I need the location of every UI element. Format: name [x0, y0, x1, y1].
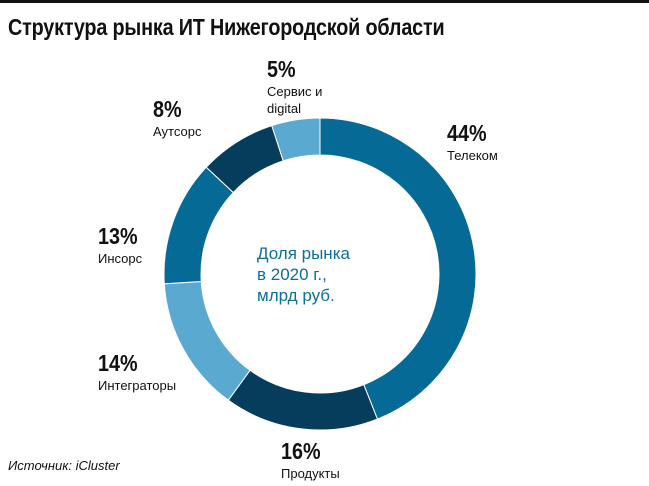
center-label-line-2: в 2020 г., [257, 265, 327, 284]
slice-label-telecom: 44% Телеком [447, 122, 498, 164]
center-label-line-3: млрд руб. [257, 286, 335, 305]
slice-label-integrators: 14% Интеграторы [98, 352, 176, 394]
slice-label-service-digital: 5% Сервис и digital [267, 58, 345, 117]
donut-slice-insource [163, 166, 234, 285]
slice-value-service-digital: 5% [267, 56, 296, 82]
center-label: Доля рынка в 2020 г., млрд руб. [257, 243, 387, 306]
chart-title: Структура рынка ИТ Нижегородской области [8, 14, 445, 40]
slice-category-insource: Инсорс [98, 251, 143, 266]
donut-slice-products [227, 369, 379, 431]
slice-value-integrators: 14% [98, 350, 138, 376]
slice-category-telecom: Телеком [447, 148, 498, 163]
donut-slice-service-digital [271, 117, 321, 162]
slice-value-outsource: 8% [153, 96, 182, 122]
slice-category-service-digital: Сервис и digital [267, 84, 323, 116]
donut-slice-integrators [163, 280, 251, 401]
slice-category-products: Продукты [281, 466, 340, 481]
slice-category-integrators: Интеграторы [98, 378, 177, 393]
slice-value-insource: 13% [98, 223, 138, 249]
slice-value-telecom: 44% [447, 120, 487, 146]
source-note: Источник: iCluster [8, 458, 120, 473]
slice-category-outsource: Аутсорс [153, 124, 202, 139]
donut-slice-telecom [319, 117, 477, 420]
center-label-line-1: Доля рынка [257, 244, 350, 263]
slice-value-products: 16% [281, 438, 321, 464]
top-rule [0, 0, 649, 3]
slice-label-insource: 13% Инсорс [98, 225, 144, 267]
slice-label-outsource: 8% Аутсорс [153, 98, 201, 140]
slice-label-products: 16% Продукты [281, 440, 340, 482]
